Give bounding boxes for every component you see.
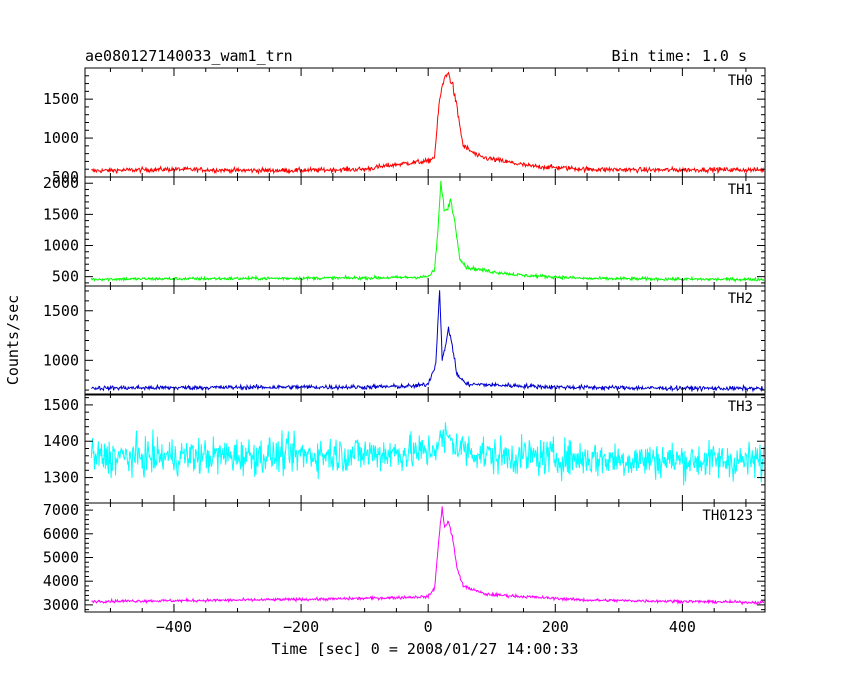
band-label-th0123: TH0123	[702, 508, 753, 524]
y-tick-label: 1500	[43, 205, 79, 223]
x-tick-label: −400	[156, 618, 192, 636]
y-tick-label: 1500	[43, 396, 79, 414]
y-tick-label: 5000	[43, 549, 79, 567]
panel-th0123: 3000 4000 5000 6000 7000 TH0123	[43, 501, 766, 614]
x-axis-title: Time [sec] 0 = 2008/01/27 14:00:33	[271, 640, 578, 658]
x-tick-label: 400	[669, 618, 696, 636]
series-line-th3	[90, 422, 765, 486]
chart-title: ae080127140033_wam1_trn	[85, 47, 293, 65]
panel-th3: 1300 1400 1500 TH3	[43, 393, 766, 504]
y-tick-label: 6000	[43, 525, 79, 543]
panel-th2: 1000 1500 TH2	[43, 285, 766, 396]
y-tick-label: 2000	[43, 174, 79, 192]
series-line-th0123	[91, 506, 765, 606]
panel-frame	[84, 176, 766, 287]
series-line-th1	[90, 180, 765, 284]
panel-th1: 500 1000 1500 2000 TH1	[43, 174, 766, 287]
y-tick-label: 1000	[43, 237, 79, 255]
panel-th0: 500 1000 1500 TH0	[43, 67, 766, 186]
x-tick-label: 200	[542, 618, 569, 636]
band-label-th0: TH0	[728, 73, 753, 89]
y-tick-label: 1400	[43, 432, 79, 450]
y-tick-label: 500	[52, 268, 79, 286]
band-label-th2: TH2	[728, 291, 753, 307]
y-tick-label: 3000	[43, 596, 79, 614]
band-label-th1: TH1	[728, 182, 753, 198]
panel-frame	[84, 285, 766, 396]
x-tick-label: 0	[424, 618, 433, 636]
panel-frame	[84, 502, 766, 613]
y-tick-label: 1000	[43, 129, 79, 147]
x-tick-label: −200	[283, 618, 319, 636]
y-tick-label: 1500	[43, 90, 79, 108]
y-tick-label: 1500	[43, 302, 79, 320]
y-tick-label: 500	[52, 168, 79, 186]
bin-time-label: Bin time: 1.0 s	[612, 47, 747, 65]
x-axis: −400 −200 0 200 400	[156, 618, 696, 636]
y-axis-title: Counts/sec	[4, 295, 22, 385]
panels: 500 1000 1500 TH0 500 1000 1500 2000 TH1 1000 1500…	[43, 67, 766, 614]
band-label-th3: TH3	[728, 399, 753, 415]
y-tick-label: 1000	[43, 351, 79, 369]
y-tick-label: 7000	[43, 501, 79, 519]
series-line-th2	[91, 290, 764, 393]
y-tick-label: 1300	[43, 469, 79, 487]
series-line-th0	[91, 71, 765, 175]
y-tick-label: 4000	[43, 572, 79, 590]
